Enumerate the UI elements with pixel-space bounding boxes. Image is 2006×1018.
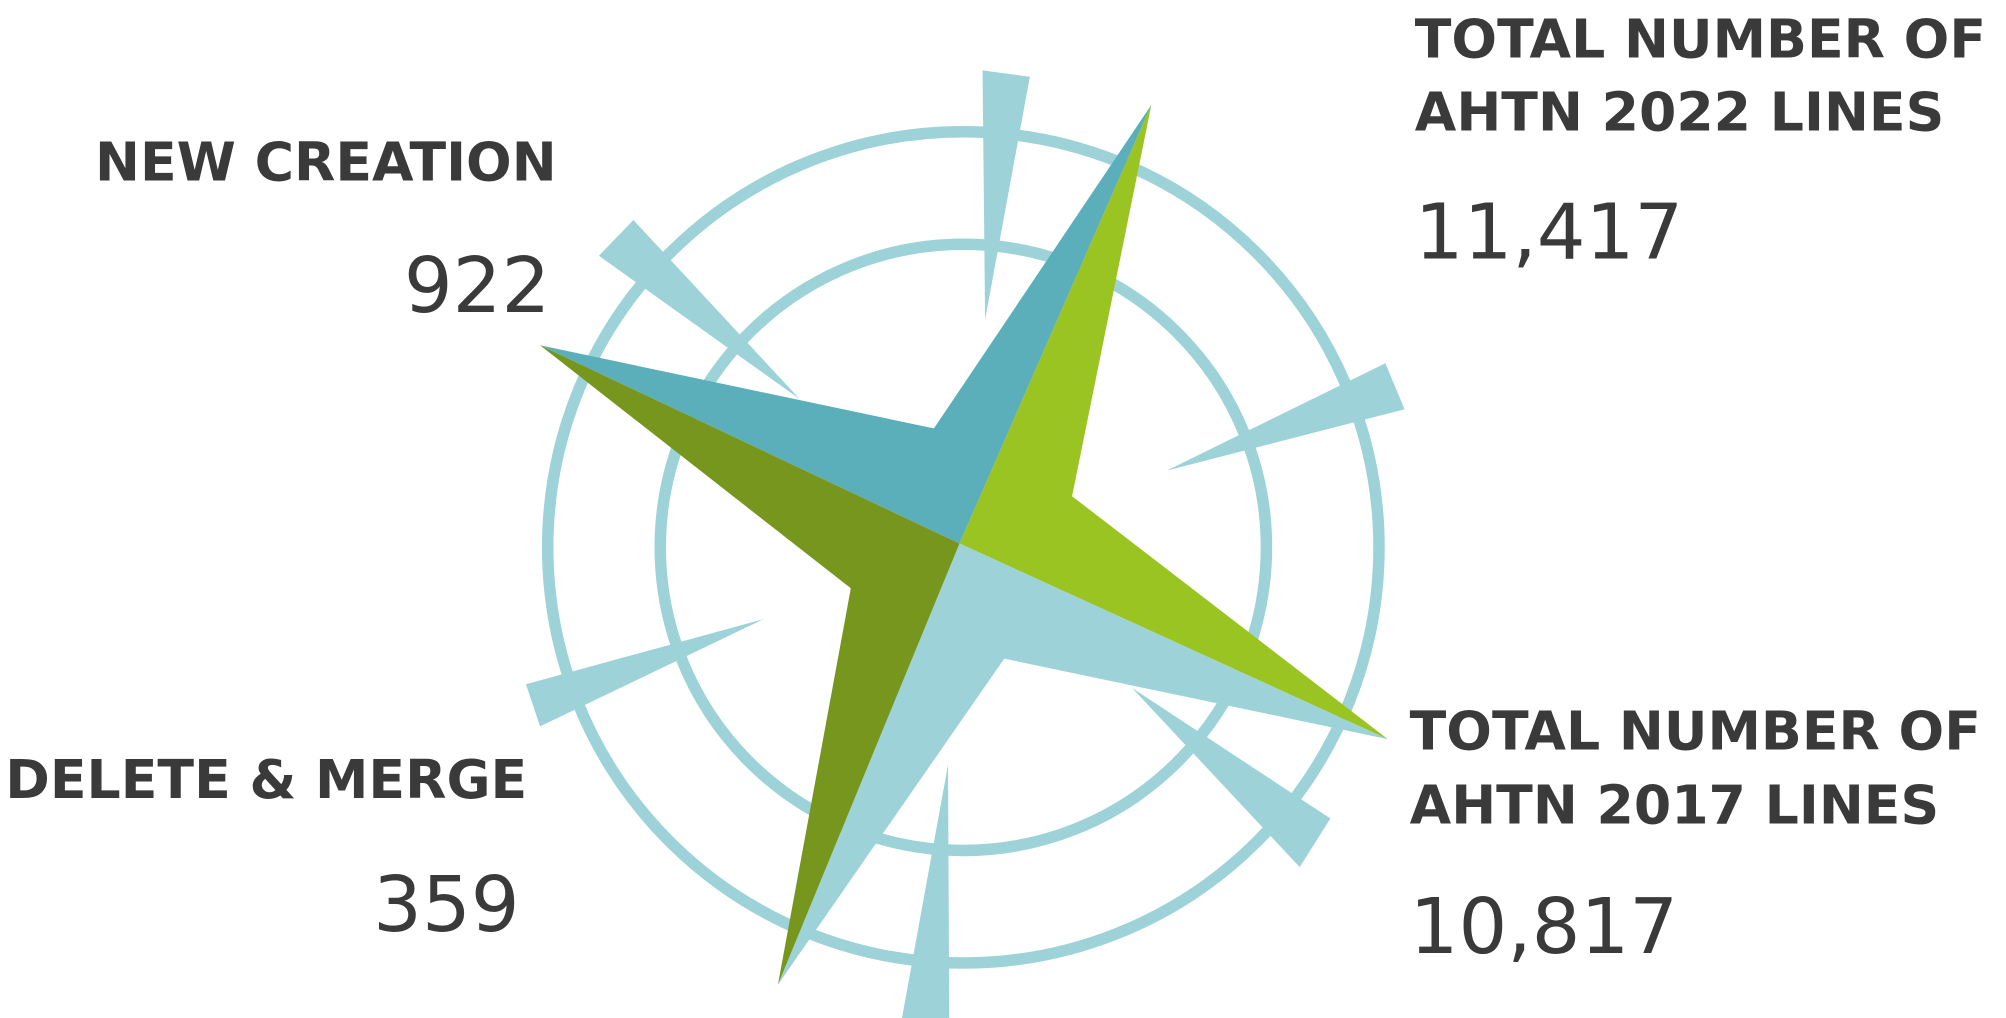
infographic: NEW CREATION 922 TOTAL NUMBER OF AHTN 20… — [0, 0, 2006, 1018]
label: DELETE & MERGE — [5, 748, 527, 811]
label: TOTAL NUMBER OF — [1410, 699, 1981, 762]
label: TOTAL NUMBER OF — [1415, 8, 1986, 71]
compass — [526, 70, 1405, 1018]
label: AHTN 2022 LINES — [1415, 80, 1944, 143]
label: NEW CREATION — [95, 130, 557, 193]
label: AHTN 2017 LINES — [1410, 774, 1939, 837]
value: 10,817 — [1410, 883, 1678, 972]
value: 11,417 — [1415, 188, 1683, 277]
value: 359 — [373, 861, 519, 950]
value: 922 — [404, 242, 550, 331]
